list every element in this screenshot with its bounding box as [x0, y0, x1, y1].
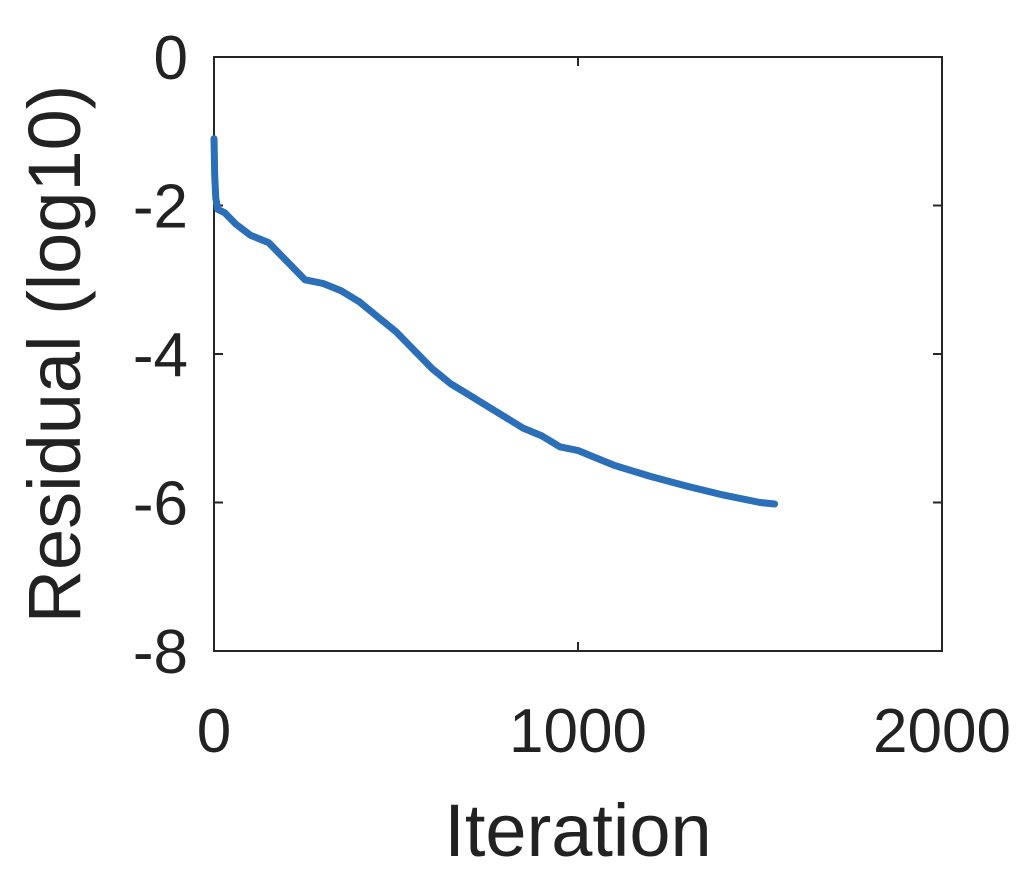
- y-axis-label: Residual (log10): [13, 85, 96, 624]
- y-tick-label: -6: [133, 470, 188, 539]
- y-tick-label: -8: [133, 618, 188, 687]
- y-tick-label: -2: [133, 173, 188, 242]
- x-tick-label: 0: [197, 697, 231, 766]
- y-tick-label: -4: [133, 321, 188, 390]
- x-tick-label: 2000: [873, 697, 1011, 766]
- series-group: [210, 135, 779, 508]
- axis-ticks: [213, 56, 943, 652]
- x-axis-label: Iteration: [444, 789, 711, 872]
- plot-frame: [213, 56, 943, 652]
- y-tick-label: 0: [154, 24, 188, 93]
- series-line: [210, 135, 779, 508]
- x-tick-label: 1000: [509, 697, 647, 766]
- tick-labels: 0 1000 2000 0 -2 -4 -6 -8: [133, 24, 1011, 766]
